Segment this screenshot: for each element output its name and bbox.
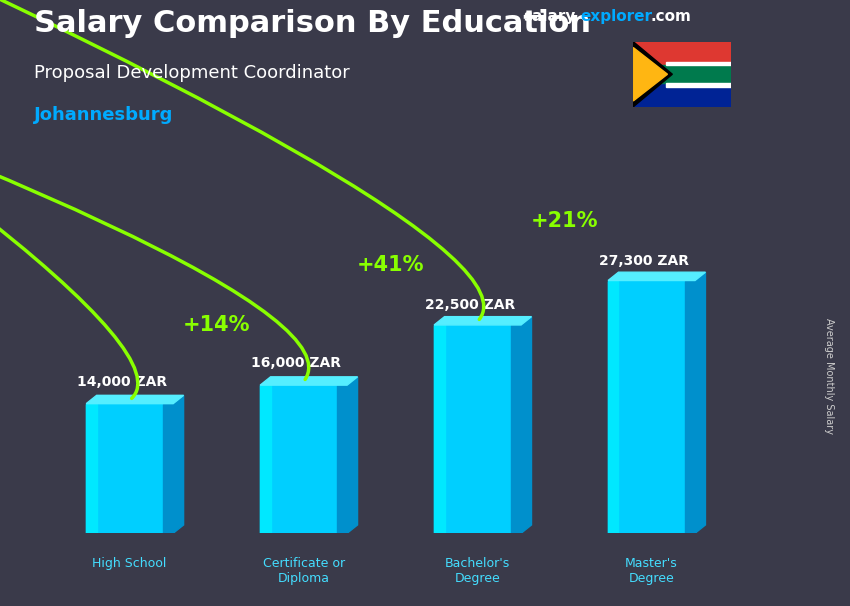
Polygon shape: [633, 65, 731, 84]
Polygon shape: [666, 84, 731, 87]
Text: +41%: +41%: [357, 255, 424, 275]
Polygon shape: [608, 272, 706, 281]
Text: explorer: explorer: [581, 9, 653, 24]
Text: Johannesburg: Johannesburg: [34, 106, 173, 124]
Polygon shape: [337, 385, 347, 533]
Text: Bachelor's
Degree: Bachelor's Degree: [445, 556, 510, 585]
Text: Proposal Development Coordinator: Proposal Development Coordinator: [34, 64, 349, 82]
Polygon shape: [666, 62, 731, 65]
Polygon shape: [173, 395, 184, 533]
Text: +14%: +14%: [183, 315, 251, 335]
Polygon shape: [434, 325, 445, 533]
Text: High School: High School: [93, 556, 167, 570]
Text: Average Monthly Salary: Average Monthly Salary: [824, 318, 834, 434]
Polygon shape: [511, 325, 521, 533]
Polygon shape: [695, 272, 706, 533]
Polygon shape: [633, 42, 731, 74]
Text: 27,300 ZAR: 27,300 ZAR: [599, 254, 689, 268]
Polygon shape: [162, 404, 173, 533]
Polygon shape: [86, 395, 184, 404]
Polygon shape: [434, 325, 521, 533]
Polygon shape: [86, 404, 97, 533]
Polygon shape: [608, 281, 695, 533]
Polygon shape: [608, 281, 619, 533]
Text: 22,500 ZAR: 22,500 ZAR: [425, 298, 516, 311]
Polygon shape: [633, 74, 731, 107]
Polygon shape: [347, 377, 358, 533]
Polygon shape: [521, 316, 531, 533]
Text: .com: .com: [650, 9, 691, 24]
Text: +21%: +21%: [530, 210, 598, 230]
Text: 16,000 ZAR: 16,000 ZAR: [252, 356, 342, 370]
Polygon shape: [684, 281, 695, 533]
Polygon shape: [86, 404, 173, 533]
Polygon shape: [633, 47, 667, 101]
Text: Salary Comparison By Education: Salary Comparison By Education: [34, 9, 591, 38]
Polygon shape: [260, 385, 270, 533]
Polygon shape: [260, 377, 358, 385]
Text: 14,000 ZAR: 14,000 ZAR: [77, 375, 167, 388]
Text: Master's
Degree: Master's Degree: [625, 556, 678, 585]
Polygon shape: [633, 42, 672, 107]
Polygon shape: [260, 385, 347, 533]
Text: Certificate or
Diploma: Certificate or Diploma: [263, 556, 345, 585]
Text: salary: salary: [523, 9, 575, 24]
Polygon shape: [434, 316, 531, 325]
